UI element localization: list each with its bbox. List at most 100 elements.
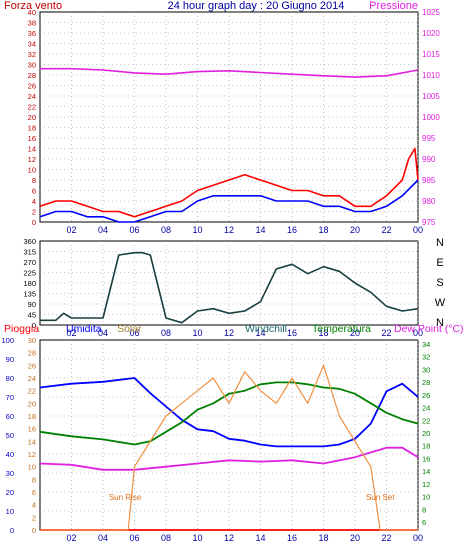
temperature-axis-ticks: 6 8 10 12 14 16 18 20 22 24 26 28 30 32 34 [422, 340, 430, 527]
wind-tick-label: 30 [28, 61, 36, 70]
wind-tick-label: 36 [28, 29, 36, 38]
climate-grid [40, 340, 419, 530]
pressure-axis-label: Pressione [369, 0, 418, 12]
direction-tick-label: 135 [23, 290, 36, 299]
temperature-tick-label: 10 [422, 493, 430, 502]
wind-tick-label: 20 [28, 113, 36, 122]
chart-title: 24 hour graph day : 20 Giugno 2014 [168, 0, 345, 12]
p2-x-tick-label: 14 [255, 328, 265, 338]
wind-tick-label: 24 [28, 92, 36, 101]
legend-label: Pioggia [4, 323, 39, 335]
temperature-tick-label: 28 [422, 378, 430, 387]
direction-tick-label: 90 [28, 300, 36, 309]
sun-annotations: Sun Rise Sun Set [109, 493, 395, 502]
wind-tick-label: 22 [28, 103, 36, 112]
solar-tick-label: 6 [32, 488, 36, 497]
solar-tick-label: 4 [32, 501, 36, 510]
humidity-tick-label: 90 [6, 355, 14, 364]
wind-tick-label: 0 [32, 218, 36, 227]
p2-x-tick-label: 12 [224, 328, 234, 338]
wind-series-line [39, 179, 419, 223]
legend-label: Windchill [245, 323, 287, 335]
direction-tick-label: 0 [32, 321, 36, 330]
temperature-tick-label: 22 [422, 416, 430, 425]
temperature-tick-label: 8 [422, 505, 426, 514]
p2-x-tick-label: 00 [413, 328, 423, 338]
temperature-tick-label: 18 [422, 442, 430, 451]
pressure-tick-label: 990 [422, 155, 436, 164]
p3-x-tick-label: 04 [98, 533, 108, 543]
p1-x-tick-label: 18 [318, 225, 328, 235]
solar-tick-label: 2 [32, 513, 36, 522]
direction-series-line [40, 251, 419, 324]
wind-tick-label: 12 [28, 155, 36, 164]
climate-lines [39, 364, 419, 531]
wind-tick-label: 40 [28, 8, 36, 17]
compass-label: E [436, 257, 443, 269]
humidity-tick-label: 10 [6, 507, 14, 516]
temperature-tick-label: 6 [422, 518, 426, 527]
solar-tick-label: 30 [28, 336, 36, 345]
temperature-tick-label: 12 [422, 480, 430, 489]
legend-label: Umidita [66, 323, 102, 335]
wind-tick-label: 10 [28, 166, 36, 175]
solar-tick-label: 12 [28, 450, 36, 459]
direction-tick-label: 180 [23, 279, 36, 288]
x-axis-ticks-panel1: 02 04 06 08 10 12 14 16 18 20 22 00 [66, 225, 423, 235]
pressure-tick-label: 995 [422, 134, 436, 143]
humidity-tick-label: 70 [6, 393, 14, 402]
humidity-tick-label: 0 [10, 526, 14, 535]
p1-x-tick-label: 22 [381, 225, 391, 235]
temperature-tick-label: 16 [422, 454, 430, 463]
wind-tick-label: 28 [28, 71, 36, 80]
p2-x-tick-label: 02 [66, 328, 76, 338]
wind-tick-label: 8 [32, 176, 36, 185]
temperature-tick-label: 24 [422, 404, 430, 413]
humidity-tick-label: 30 [6, 469, 14, 478]
p2-x-tick-label: 20 [350, 328, 360, 338]
pressure-tick-label: 975 [422, 218, 436, 227]
sun-set-annotation: Sun Set [366, 493, 395, 502]
temperature-tick-label: 30 [422, 365, 430, 374]
gust-series-line [39, 147, 419, 218]
compass-label: N [436, 317, 444, 329]
wind-tick-label: 18 [28, 124, 36, 133]
direction-tick-label: 270 [23, 258, 36, 267]
pressure-tick-label: 1000 [422, 113, 440, 122]
solar-tick-label: 22 [28, 387, 36, 396]
humidity-tick-label: 20 [6, 488, 14, 497]
wind-tick-label: 26 [28, 82, 36, 91]
solar-tick-label: 8 [32, 475, 36, 484]
p1-x-tick-label: 06 [129, 225, 139, 235]
pressure-series-line [40, 67, 419, 78]
p3-x-tick-label: 14 [255, 533, 265, 543]
pressure-tick-label: 1020 [422, 29, 440, 38]
direction-line [40, 251, 419, 324]
p3-x-tick-label: 02 [66, 533, 76, 543]
legend-label: Dew Point (°C) [394, 323, 464, 335]
compass-label: W [435, 297, 446, 309]
pressure-tick-label: 1015 [422, 50, 440, 59]
solar-tick-label: 20 [28, 399, 36, 408]
solar-tick-label: 16 [28, 425, 36, 434]
humidity-series-line [39, 377, 419, 448]
pressure-tick-label: 1005 [422, 92, 440, 101]
wind-tick-label: 14 [28, 145, 36, 154]
compass-label: N [436, 237, 444, 249]
pressure-tick-label: 1010 [422, 71, 440, 80]
p2-x-tick-label: 06 [129, 328, 139, 338]
wind-tick-label: 2 [32, 208, 36, 217]
temperature-tick-label: 26 [422, 391, 430, 400]
p1-x-tick-label: 16 [287, 225, 297, 235]
p2-x-tick-label: 08 [161, 328, 171, 338]
p3-x-tick-label: 06 [129, 533, 139, 543]
p2-x-tick-label: 04 [98, 328, 108, 338]
solar-tick-label: 18 [28, 412, 36, 421]
compass-label: S [436, 277, 443, 289]
solar-tick-label: 28 [28, 349, 36, 358]
p1-x-tick-label: 10 [192, 225, 202, 235]
pressure-axis-ticks: 975 980 985 990 995 1000 1005 1010 1015 1020 1025 [422, 8, 440, 227]
